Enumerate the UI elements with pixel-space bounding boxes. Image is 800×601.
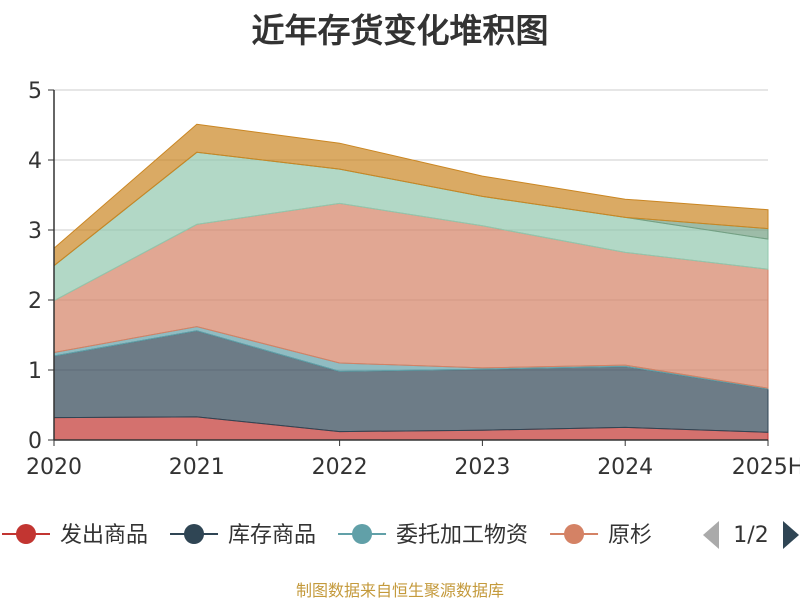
legend-item[interactable]: 库存商品 <box>170 523 316 548</box>
legend: 发出商品 库存商品 委托加工物资 原杉 1/2 <box>2 521 799 549</box>
area-series-group <box>53 123 769 441</box>
source-note: 制图数据来自恒生聚源数据库 <box>295 581 504 600</box>
x-tick-label: 2024 <box>597 455 653 480</box>
legend-marker-icon <box>16 524 36 544</box>
legend-marker-icon <box>564 524 585 544</box>
legend-item[interactable]: 原杉 <box>550 523 652 548</box>
x-tick-label: 2020 <box>26 455 82 480</box>
y-tick-label: 1 <box>28 359 42 384</box>
legend-item[interactable]: 发出商品 <box>2 523 148 548</box>
y-tick-label: 2 <box>28 289 42 314</box>
legend-label: 库存商品 <box>228 523 316 548</box>
axes: 0 1 2 3 4 5 2020 2021 2022 2023 2024 2025H <box>26 79 800 480</box>
legend-label: 委托加工物资 <box>396 523 528 548</box>
x-tick-label: 2025H <box>732 455 800 480</box>
x-tick-label: 2023 <box>454 455 510 480</box>
legend-marker-icon <box>352 524 373 544</box>
chart-title: 近年存货变化堆积图 <box>251 11 549 50</box>
legend-label: 原杉 <box>608 523 652 548</box>
area-series <box>53 123 769 267</box>
legend-item[interactable]: 委托加工物资 <box>338 523 528 548</box>
pager-indicator: 1/2 <box>733 523 768 548</box>
y-tick-label: 0 <box>28 429 42 454</box>
y-tick-label: 4 <box>28 149 42 174</box>
x-tick-label: 2022 <box>312 455 368 480</box>
legend-marker-icon <box>184 524 205 544</box>
x-tick-label: 2021 <box>169 455 225 480</box>
pager-next-icon[interactable] <box>783 521 799 549</box>
y-tick-label: 5 <box>28 79 42 104</box>
legend-pager: 1/2 <box>703 521 799 549</box>
pager-prev-icon[interactable] <box>703 521 719 549</box>
legend-label: 发出商品 <box>60 523 148 548</box>
y-tick-label: 3 <box>28 219 42 244</box>
